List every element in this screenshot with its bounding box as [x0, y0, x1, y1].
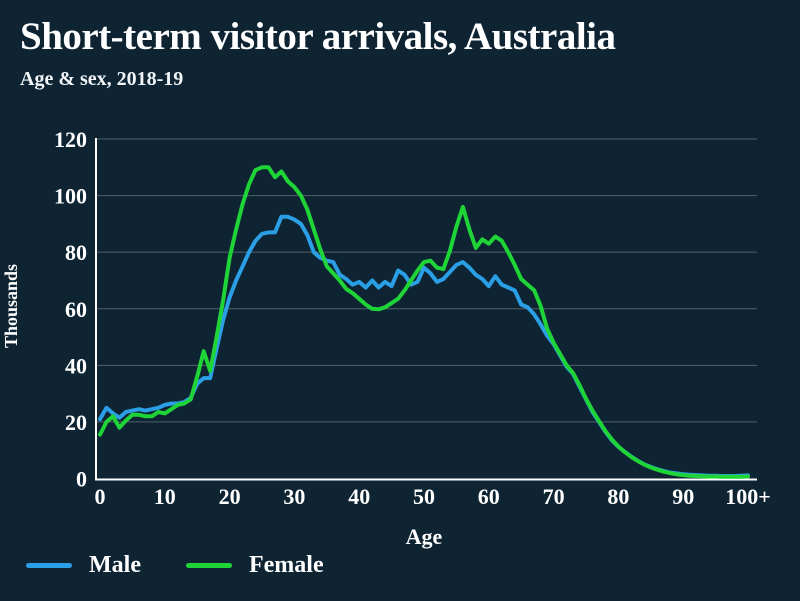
x-tick-label: 60 — [478, 484, 500, 509]
y-tick-label: 20 — [65, 410, 87, 435]
legend-item-male: Male — [26, 553, 141, 577]
legend-label-female: Female — [248, 552, 324, 578]
x-tick-label: 80 — [607, 484, 629, 509]
x-tick-label: 0 — [95, 484, 106, 509]
x-tick-label: 100+ — [725, 484, 771, 509]
page-subtitle: Age & sex, 2018-19 — [20, 68, 184, 90]
legend-label-male: Male — [89, 552, 141, 578]
y-axis-title: Thousands — [1, 264, 21, 348]
x-tick-label: 50 — [413, 484, 435, 509]
male-line-swatch — [26, 562, 72, 568]
x-tick-label: 90 — [672, 484, 694, 509]
legend-item-female: Female — [185, 552, 324, 578]
y-tick-label: 40 — [65, 353, 87, 378]
y-tick-label: 80 — [65, 240, 87, 265]
y-tick-label: 120 — [54, 127, 87, 152]
female-line — [98, 165, 750, 479]
x-tick-label: 30 — [283, 484, 305, 509]
x-tick-label: 40 — [348, 484, 370, 509]
y-tick-label: 100 — [54, 184, 87, 209]
y-tick-label: 60 — [65, 297, 87, 322]
x-tick-label: 20 — [219, 484, 241, 509]
chart-legend: Male Female — [26, 553, 369, 577]
y-tick-label: 0 — [76, 467, 87, 492]
female-line-swatch — [185, 562, 232, 568]
x-tick-label: 70 — [543, 484, 565, 509]
x-axis-title: Age — [406, 524, 443, 549]
page-title: Short-term visitor arrivals, Australia — [20, 15, 616, 58]
male-line — [98, 214, 750, 478]
x-tick-label: 10 — [154, 484, 176, 509]
